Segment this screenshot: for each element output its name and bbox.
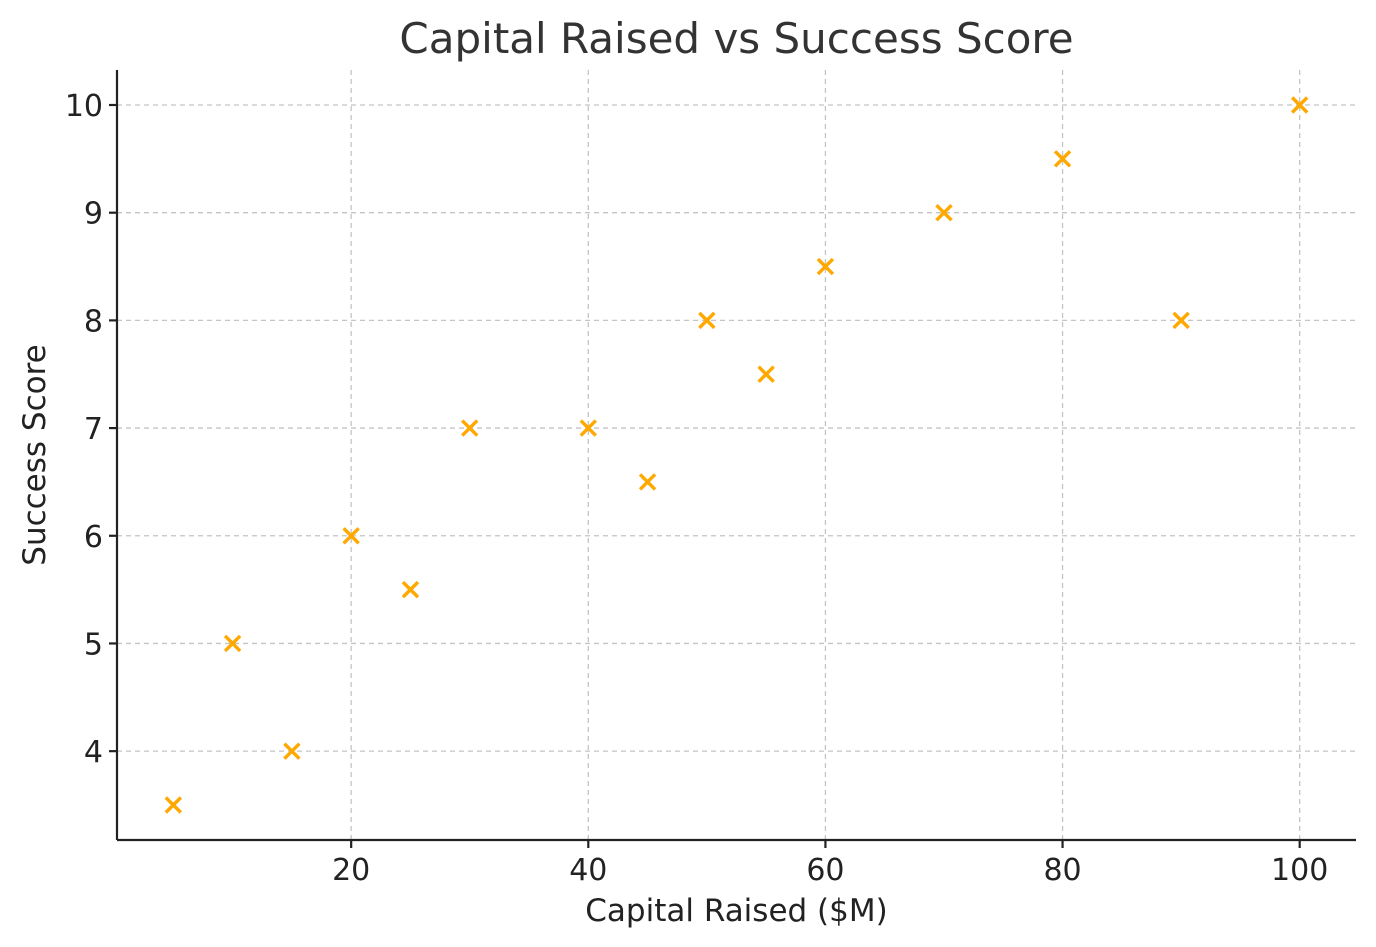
data-point (223, 634, 242, 653)
data-points (164, 96, 1309, 814)
x-tick-label: 20 (332, 853, 370, 888)
data-point (698, 311, 716, 330)
x-tick-label: 40 (569, 853, 607, 888)
x-tick-label: 100 (1271, 853, 1328, 888)
ticks: 20 40 60 80 100 4 5 6 7 8 9 10 (65, 89, 1329, 888)
y-tick-label: 4 (84, 735, 103, 770)
x-marker (1172, 311, 1190, 330)
x-marker (698, 311, 716, 330)
data-point (638, 473, 657, 491)
data-point (816, 257, 835, 276)
x-marker (579, 419, 597, 437)
data-point (579, 419, 597, 437)
x-marker (164, 796, 183, 814)
data-point (1172, 311, 1190, 330)
data-point (164, 796, 183, 814)
x-marker (935, 203, 953, 222)
x-marker (461, 419, 479, 437)
x-marker (816, 257, 835, 276)
grid (117, 70, 1356, 840)
x-marker (401, 580, 420, 599)
data-point (1290, 96, 1309, 114)
data-point (342, 527, 360, 545)
x-tick-label: 80 (1043, 853, 1081, 888)
x-marker (757, 365, 775, 383)
data-point (401, 580, 420, 599)
chart-title: Capital Raised vs Success Score (399, 14, 1073, 63)
x-marker (283, 742, 301, 760)
y-tick-label: 6 (84, 520, 103, 555)
y-tick-label: 9 (84, 197, 103, 232)
x-marker (1290, 96, 1309, 114)
data-point (757, 365, 775, 383)
data-point (935, 203, 953, 222)
data-point (283, 742, 301, 760)
axes (115, 70, 1356, 842)
x-marker (1053, 150, 1072, 168)
y-tick-label: 7 (84, 412, 103, 447)
y-axis-title: Success Score (17, 344, 53, 565)
data-point (461, 419, 479, 437)
data-point (1053, 150, 1072, 168)
x-marker (342, 527, 360, 545)
y-tick-label: 8 (84, 304, 103, 339)
x-tick-label: 60 (806, 853, 844, 888)
y-tick-label: 5 (84, 627, 103, 662)
x-marker (223, 634, 242, 653)
y-tick-label: 10 (65, 89, 103, 124)
x-marker (638, 473, 657, 491)
x-axis-title: Capital Raised ($M) (585, 893, 887, 929)
